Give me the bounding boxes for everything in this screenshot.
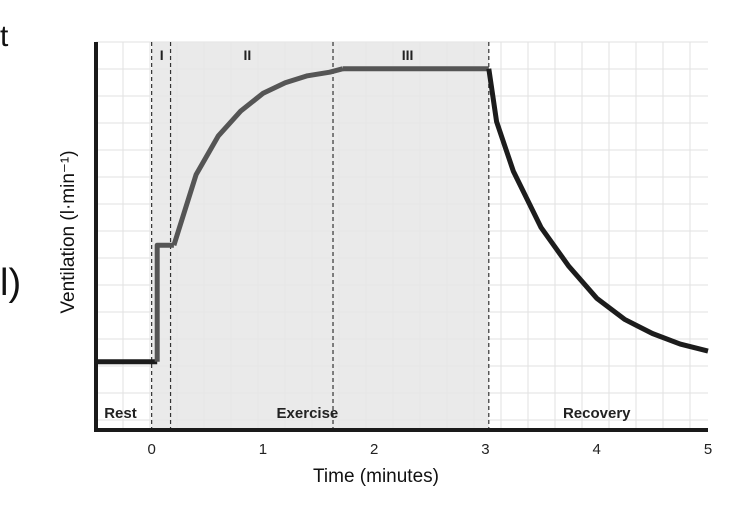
x-tick-label: 0	[147, 441, 155, 458]
text-fragment-top: t	[0, 20, 9, 53]
region-label: Exercise	[277, 405, 339, 422]
curve-segment-phase-II	[171, 66, 344, 246]
y-axis-title: Ventilation (l·min⁻¹)	[58, 150, 79, 313]
curve-segment-recovery	[486, 68, 709, 354]
phase-label: III	[402, 47, 414, 63]
x-axis-title: Time (minutes)	[313, 466, 439, 487]
ventilation-curve	[96, 66, 709, 365]
x-tick-label: 1	[259, 441, 267, 458]
phase-label: II	[243, 47, 251, 63]
exercise-shaded-region	[151, 42, 489, 430]
region-label: Recovery	[563, 405, 631, 422]
x-tick-label: 2	[370, 441, 378, 458]
region-label: Rest	[104, 405, 137, 422]
text-fragment-middle: l)	[0, 262, 22, 304]
x-tick-label: 5	[704, 441, 712, 458]
x-tick-label: 4	[593, 441, 601, 458]
phase-boundary-lines	[151, 42, 490, 430]
axes	[94, 42, 708, 432]
phase-label: I	[160, 47, 164, 63]
curve-segment-phase-I	[154, 242, 174, 362]
x-tick-label: 3	[481, 441, 489, 458]
